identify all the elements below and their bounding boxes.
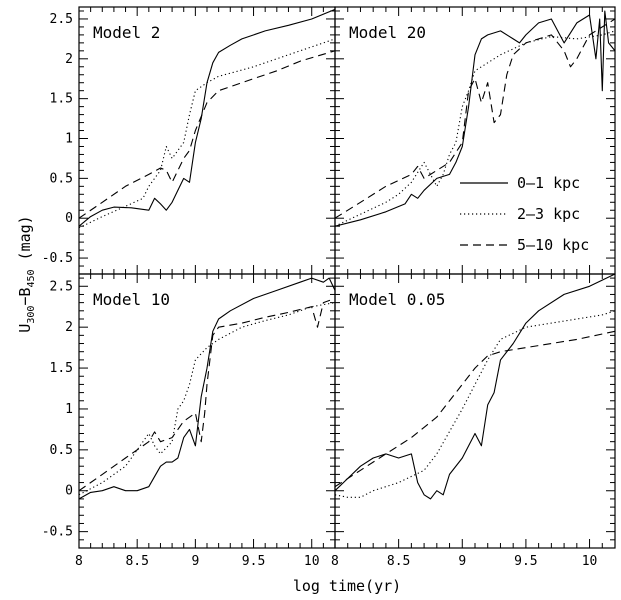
y-tick-label: 1 (65, 132, 73, 147)
x-tick-label: 8 (331, 554, 339, 569)
y-tick-label: 0 (65, 484, 73, 499)
series-line-2-3-kpc-model-0-05 (335, 310, 615, 498)
panels: -0.5 0 0.5 1 1.5 2 2.5 Model 2 Model 20 8 8.5 9 9.5 1… (42, 6, 616, 569)
panel-model-20: Model 20 (334, 6, 616, 275)
y-tick-label: 1.5 (50, 92, 73, 107)
legend-label-5-10-kpc: 5–10 kpc (517, 236, 589, 254)
y-tick-label: 1.5 (50, 361, 73, 376)
x-tick-label: 10 (582, 554, 598, 569)
x-tick-label: 8.5 (125, 554, 148, 569)
panel-frame-model-0-05 (334, 273, 616, 549)
y-tick-label: 2.5 (50, 12, 73, 27)
x-tick-label: 8.5 (387, 554, 410, 569)
x-tick-label: 10 (304, 554, 320, 569)
panel-frame-model-10 (78, 273, 336, 549)
panel-frame-model-20 (334, 6, 616, 275)
series-group-model-10 (79, 277, 335, 500)
series-line-5-10-kpc-model-2 (79, 50, 335, 219)
series-line-2-3-kpc-model-20 (335, 30, 615, 227)
x-tick-label: 9 (458, 554, 466, 569)
y-tick-label: -0.5 (42, 525, 73, 540)
y-axis-title-sub2: 450 (26, 269, 37, 287)
panel-model-10: 8 8.5 9 9.5 10 -0.5 0 0.5 1 1.5 2 2.5 Model 10 (42, 273, 336, 569)
series-line-0-1-kpc-model-10 (79, 277, 335, 500)
panel-model-2: -0.5 0 0.5 1 1.5 2 2.5 Model 2 (42, 6, 336, 275)
panel-title-model-20: Model 20 (349, 23, 426, 42)
x-axis-title: log time(yr) (293, 577, 401, 595)
y-tick-label: 2 (65, 52, 73, 67)
y-tick-label: 0 (65, 211, 73, 226)
panel-title-model-2: Model 2 (93, 23, 160, 42)
y-axis-title-tail: (mag) (16, 215, 34, 269)
series-line-0-1-kpc-model-20 (335, 10, 615, 227)
x-tick-label: 9 (191, 554, 199, 569)
x-tick-label: 9.5 (514, 554, 537, 569)
series-line-0-1-kpc-model-2 (79, 8, 335, 227)
panel-frame-model-2 (78, 6, 336, 275)
y-tick-label: 2.5 (50, 279, 73, 294)
y-axis-title: U300−B450 (mag) (16, 215, 37, 332)
series-line-5-10-kpc-model-10 (79, 297, 335, 492)
series-group-model-2 (79, 8, 335, 229)
legend-label-2-3-kpc: 2–3 kpc (517, 205, 580, 223)
panel-model-0-05: 8 8.5 9 9.5 10 Model 0.05 (331, 273, 616, 569)
y-axis-title-sub1: 300 (26, 306, 37, 324)
y-tick-label: -0.5 (42, 251, 73, 266)
panel-title-model-0-05: Model 0.05 (349, 290, 445, 309)
y-axis-title-mid: −B (16, 288, 34, 306)
x-tick-label: 8 (75, 554, 83, 569)
series-group-model-20 (335, 10, 615, 227)
series-line-2-3-kpc-model-10 (79, 302, 335, 496)
series-line-0-1-kpc-model-0-05 (335, 274, 615, 500)
y-tick-label: 2 (65, 320, 73, 335)
y-tick-label: 0.5 (50, 171, 73, 186)
legend-label-0-1-kpc: 0–1 kpc (517, 174, 580, 192)
legend: 0–1 kpc 2–3 kpc 5–10 kpc (460, 174, 589, 254)
x-tick-label: 9.5 (242, 554, 265, 569)
panel-title-model-10: Model 10 (93, 290, 170, 309)
series-line-5-10-kpc-model-0-05 (335, 330, 615, 488)
y-tick-label: 0.5 (50, 443, 73, 458)
y-tick-label: 1 (65, 402, 73, 417)
series-line-5-10-kpc-model-20 (335, 18, 615, 219)
series-line-2-3-kpc-model-2 (79, 38, 335, 229)
y-axis-title-main: U (16, 324, 34, 333)
series-group-model-0-05 (335, 274, 615, 500)
